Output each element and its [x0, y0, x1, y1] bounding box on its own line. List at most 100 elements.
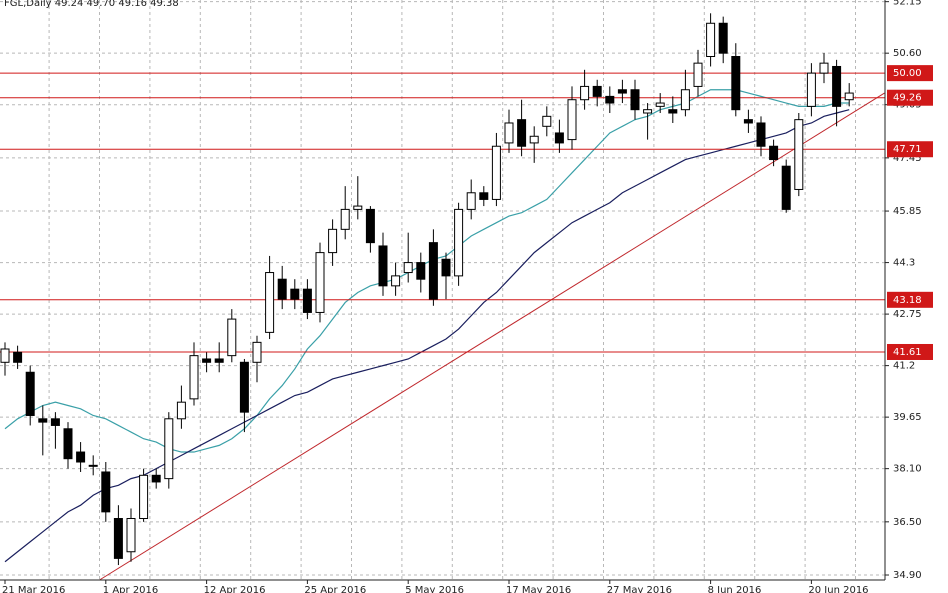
candle-body: [643, 109, 653, 114]
candle-body: [391, 275, 401, 287]
level-label: 47.71: [893, 144, 922, 155]
x-tick-label: 17 May 2016: [506, 585, 571, 593]
candle-body: [277, 278, 287, 300]
candle-body: [466, 192, 476, 210]
level-label: 43.18: [893, 295, 922, 306]
level-label-box: [887, 89, 933, 106]
candle-body: [655, 102, 665, 107]
level-label-box: [887, 291, 933, 308]
candle-body: [0, 348, 10, 363]
candle-body: [403, 262, 413, 274]
candle-body: [50, 418, 60, 426]
candle-body: [819, 62, 829, 74]
candle-body: [189, 355, 199, 400]
candle-body: [252, 341, 262, 363]
candle-body: [454, 208, 464, 277]
candle-body: [76, 451, 86, 463]
x-tick-label: 8 Jun 2016: [708, 585, 762, 593]
candle-body: [718, 22, 728, 54]
candle-body: [101, 471, 111, 513]
y-tick-label: 45.85: [893, 206, 922, 217]
candle-body: [315, 252, 325, 313]
candle-body: [302, 288, 312, 313]
candle-body: [113, 518, 123, 559]
candle-body: [731, 56, 741, 111]
candle-body: [794, 119, 804, 190]
level-label: 49.26: [893, 93, 922, 104]
candle-body: [693, 62, 703, 87]
candle-body: [605, 95, 615, 104]
candle-body: [378, 245, 388, 287]
candle-body: [554, 132, 564, 144]
candle-body: [340, 208, 350, 230]
x-tick-label: 27 May 2016: [607, 585, 672, 593]
x-tick-label: 12 Apr 2016: [204, 585, 266, 593]
candle-body: [441, 258, 451, 277]
x-tick-label: 5 May 2016: [405, 585, 464, 593]
candle-body: [832, 65, 842, 107]
candle-body: [806, 72, 816, 107]
candle-body: [176, 401, 186, 420]
candle-body: [265, 272, 275, 333]
candle-body: [542, 115, 552, 127]
candle-body: [202, 358, 212, 363]
candle-body: [13, 351, 23, 363]
candle-body: [365, 208, 375, 244]
candle-body: [227, 318, 237, 357]
y-tick-label: 47.45: [893, 153, 922, 164]
candle-body: [38, 418, 48, 423]
y-tick-label: 44.3: [893, 258, 915, 269]
y-tick-label: 52.15: [893, 0, 922, 8]
candle-body: [617, 89, 627, 94]
candle-body: [139, 474, 149, 520]
y-tick-label: 50.60: [893, 48, 922, 59]
y-tick-label: 36.50: [893, 517, 922, 528]
candle-body: [844, 92, 854, 101]
y-tick-label: 42.75: [893, 309, 922, 320]
level-label-box: [887, 343, 933, 360]
candle-body: [592, 85, 602, 97]
candle-body: [706, 22, 716, 58]
level-label-box: [887, 65, 933, 82]
candle-body: [290, 288, 300, 300]
moving-average: [4, 109, 850, 563]
candle-body: [239, 361, 249, 413]
candle-body: [504, 122, 514, 144]
candle-body: [25, 371, 35, 416]
candle-body: [428, 242, 438, 300]
candle-body: [668, 109, 678, 114]
chart-title: FGL,Daily 49.24 49.70 49.16 49.38: [4, 0, 179, 9]
candle-body: [353, 205, 363, 210]
candle-body: [567, 99, 577, 141]
trendline: [99, 92, 885, 581]
moving-average: [4, 89, 850, 453]
candle-body: [680, 89, 690, 111]
candle-body: [126, 518, 136, 553]
level-label: 41.61: [893, 347, 922, 358]
grid: [0, 0, 885, 580]
candle-body: [214, 358, 224, 363]
candle-body: [630, 89, 640, 111]
level-label-box: [887, 141, 933, 158]
candle-body: [164, 418, 174, 480]
candle-body: [416, 262, 426, 280]
x-tick-label: 20 Jun 2016: [808, 585, 868, 593]
candle-body: [88, 464, 98, 467]
candle-body: [63, 428, 73, 460]
candle-body: [517, 119, 527, 147]
candle-body: [529, 135, 539, 144]
candle-body: [479, 192, 489, 200]
x-tick-label: 21 Mar 2016: [2, 585, 65, 593]
candle-body: [151, 474, 161, 483]
candle-body: [781, 165, 791, 210]
level-label: 50.00: [893, 68, 922, 79]
candle-body: [756, 122, 766, 147]
y-tick-label: 34.90: [893, 570, 922, 581]
candle-body: [491, 145, 501, 200]
candle-body: [769, 145, 779, 161]
candle-body: [580, 85, 590, 101]
y-tick-label: 38.10: [893, 464, 922, 475]
